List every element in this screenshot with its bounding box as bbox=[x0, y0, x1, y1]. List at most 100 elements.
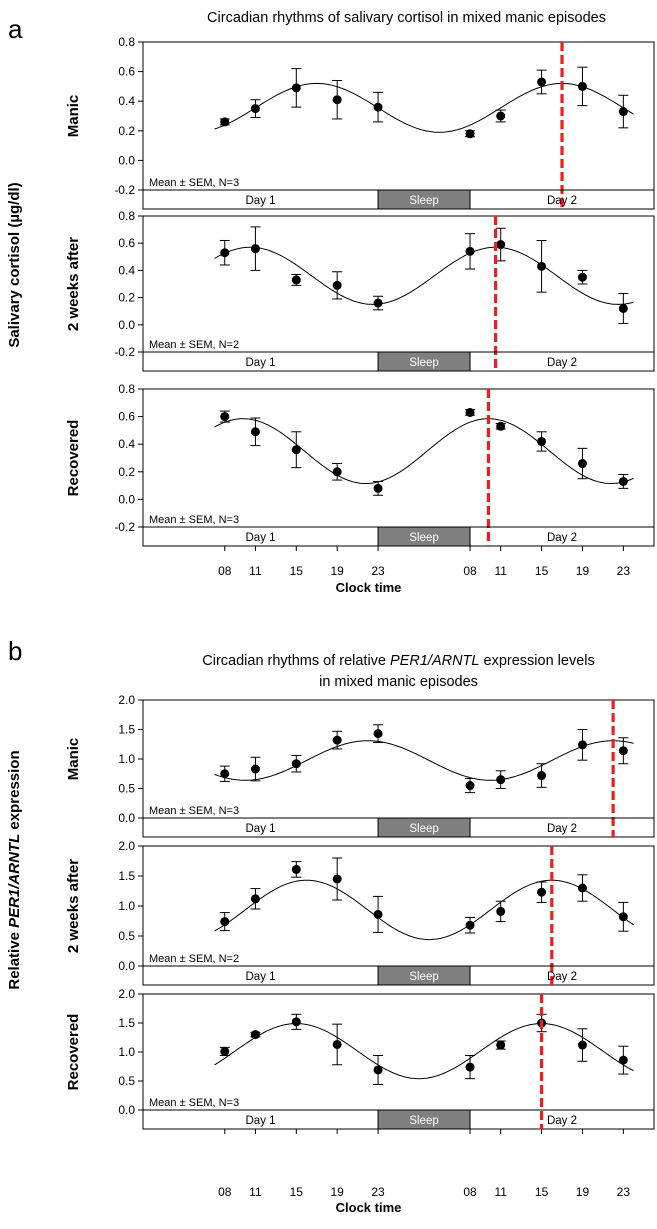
x-tick-label: 11 bbox=[494, 564, 507, 578]
sleep-block bbox=[377, 817, 471, 838]
data-marker bbox=[577, 883, 587, 893]
data-point bbox=[577, 66, 588, 107]
data-marker bbox=[220, 117, 230, 127]
data-point bbox=[536, 881, 547, 903]
ylabel-text: expression bbox=[6, 750, 23, 833]
data-point bbox=[219, 912, 230, 932]
x-tick-label: 11 bbox=[249, 1185, 262, 1199]
data-marker bbox=[537, 77, 547, 87]
y-tick-label: 0.4 bbox=[118, 94, 135, 108]
chart-title-line: Circadian rhythms of relative PER1/ARNTL… bbox=[202, 653, 594, 669]
data-marker bbox=[537, 771, 547, 781]
x-tick-label: 08 bbox=[463, 1185, 477, 1199]
y-tick-label: 0.5 bbox=[118, 1074, 135, 1088]
data-marker bbox=[373, 298, 383, 308]
x-axis-label: Clock time bbox=[336, 580, 402, 595]
y-tick-label: 1.0 bbox=[118, 752, 135, 766]
row-recovered: -0.2 0.0 0.2 0.4 0.6 0.8 Recovered Mean ± SEM, … bbox=[65, 382, 655, 547]
data-marker bbox=[465, 1062, 475, 1072]
row-label: Manic bbox=[65, 738, 82, 781]
data-point bbox=[373, 724, 384, 743]
data-marker bbox=[220, 1046, 230, 1056]
data-marker bbox=[537, 436, 547, 446]
y-tick-label: -0.2 bbox=[114, 345, 135, 359]
day1-label: Day 1 bbox=[246, 532, 276, 544]
y-tick-label: 0.4 bbox=[118, 437, 135, 451]
x-tick-label: 19 bbox=[576, 1185, 590, 1199]
day2-label: Day 2 bbox=[547, 971, 577, 983]
sleep-block bbox=[377, 351, 471, 372]
row-2-weeks-after: -0.2 0.0 0.2 0.4 0.6 0.8 2 weeks after Mean ± S… bbox=[65, 209, 655, 372]
data-marker bbox=[332, 95, 342, 105]
panel-letter: a bbox=[8, 14, 23, 44]
data-point bbox=[536, 239, 547, 293]
data-marker bbox=[496, 111, 506, 121]
data-marker bbox=[465, 129, 475, 139]
data-marker bbox=[618, 1055, 628, 1065]
data-point bbox=[618, 293, 629, 324]
panel-b: b Circadian rhythms of relative PER1/ARNT… bbox=[6, 636, 655, 1215]
y-tick-label: 1.5 bbox=[118, 869, 135, 883]
data-point bbox=[495, 109, 506, 123]
y-axis-label: Salivary cortisol (µg/dl) bbox=[6, 182, 23, 347]
data-marker bbox=[220, 248, 230, 258]
data-point bbox=[291, 68, 302, 108]
data-point bbox=[465, 129, 476, 139]
day-bar: Day 1 Sleep Day 2 bbox=[143, 1109, 654, 1130]
data-point bbox=[332, 463, 343, 481]
data-point bbox=[219, 410, 230, 423]
data-point bbox=[577, 1028, 588, 1062]
sem-annotation: Mean ± SEM, N=2 bbox=[149, 339, 239, 351]
y-tick-label: 0.0 bbox=[118, 1103, 135, 1117]
data-marker bbox=[220, 412, 230, 422]
data-marker bbox=[220, 917, 230, 927]
data-marker bbox=[577, 459, 587, 469]
sleep-block bbox=[377, 526, 471, 547]
y-axis-label: Relative PER1/ARNTL expression bbox=[6, 750, 23, 989]
data-marker bbox=[291, 1017, 301, 1027]
data-marker bbox=[496, 1040, 506, 1050]
data-point bbox=[495, 1040, 506, 1050]
data-marker bbox=[250, 244, 260, 254]
x-tick-label: 15 bbox=[535, 1185, 549, 1199]
sleep-block bbox=[377, 189, 471, 210]
sleep-label: Sleep bbox=[409, 195, 438, 207]
x-tick-label: 19 bbox=[331, 1185, 345, 1199]
data-point bbox=[465, 233, 476, 270]
data-marker bbox=[373, 909, 383, 919]
data-marker bbox=[465, 920, 475, 930]
day1-label: Day 1 bbox=[246, 1115, 276, 1127]
data-point bbox=[465, 916, 476, 934]
sem-annotation: Mean ± SEM, N=3 bbox=[149, 177, 239, 189]
title-text: Circadian rhythms of relative bbox=[202, 653, 390, 669]
data-point bbox=[618, 474, 629, 489]
y-tick-label: 0.0 bbox=[118, 959, 135, 973]
data-marker bbox=[496, 421, 506, 431]
data-point bbox=[250, 226, 261, 271]
data-point bbox=[465, 407, 476, 417]
data-marker bbox=[332, 1039, 342, 1049]
sem-annotation: Mean ± SEM, N=2 bbox=[149, 953, 239, 965]
data-marker bbox=[332, 280, 342, 290]
row-label: Recovered bbox=[65, 420, 82, 497]
cosinor-fit-curve bbox=[214, 246, 634, 305]
ylabel-gene: PER1/ARNTL bbox=[6, 834, 23, 928]
data-point bbox=[373, 895, 384, 933]
data-marker bbox=[250, 1030, 260, 1040]
y-tick-label: 2.0 bbox=[118, 839, 135, 853]
data-point bbox=[250, 888, 261, 910]
sleep-label: Sleep bbox=[409, 971, 438, 983]
data-point bbox=[332, 730, 343, 750]
day2-label: Day 2 bbox=[547, 1115, 577, 1127]
data-point bbox=[250, 99, 261, 118]
data-marker bbox=[291, 445, 301, 455]
data-marker bbox=[332, 735, 342, 745]
sleep-label: Sleep bbox=[409, 1115, 438, 1127]
day2-label: Day 2 bbox=[547, 195, 577, 207]
data-marker bbox=[465, 246, 475, 256]
sleep-block bbox=[377, 1109, 471, 1130]
x-tick-label: 23 bbox=[617, 1185, 631, 1199]
data-point bbox=[495, 421, 506, 431]
